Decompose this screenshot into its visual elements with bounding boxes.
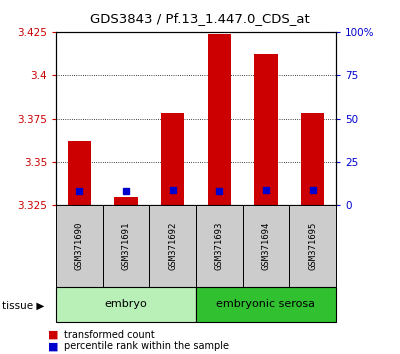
Bar	[114, 196, 138, 205]
Bar	[68, 141, 91, 205]
Bar	[161, 113, 184, 205]
Text: GSM371691: GSM371691	[122, 222, 130, 270]
Bar	[56, 205, 103, 287]
Text: GSM371694: GSM371694	[262, 222, 270, 270]
Bar	[254, 55, 278, 205]
Text: ■: ■	[48, 330, 58, 339]
Text: transformed count: transformed count	[64, 330, 155, 339]
Text: embryonic serosa: embryonic serosa	[216, 299, 316, 309]
Bar	[56, 287, 196, 322]
Bar	[149, 205, 196, 287]
Bar	[289, 205, 336, 287]
Bar	[243, 205, 289, 287]
Bar	[196, 205, 243, 287]
Bar	[301, 113, 324, 205]
Text: percentile rank within the sample: percentile rank within the sample	[64, 341, 229, 351]
Text: ■: ■	[48, 341, 58, 351]
Bar	[196, 287, 336, 322]
Text: embryo: embryo	[105, 299, 147, 309]
Bar	[103, 205, 149, 287]
Text: GSM371690: GSM371690	[75, 222, 84, 270]
Text: GSM371695: GSM371695	[308, 222, 317, 270]
Text: GSM371693: GSM371693	[215, 222, 224, 270]
Text: tissue ▶: tissue ▶	[2, 301, 44, 311]
Bar	[208, 34, 231, 205]
Text: GSM371692: GSM371692	[168, 222, 177, 270]
Text: GDS3843 / Pf.13_1.447.0_CDS_at: GDS3843 / Pf.13_1.447.0_CDS_at	[90, 12, 310, 25]
